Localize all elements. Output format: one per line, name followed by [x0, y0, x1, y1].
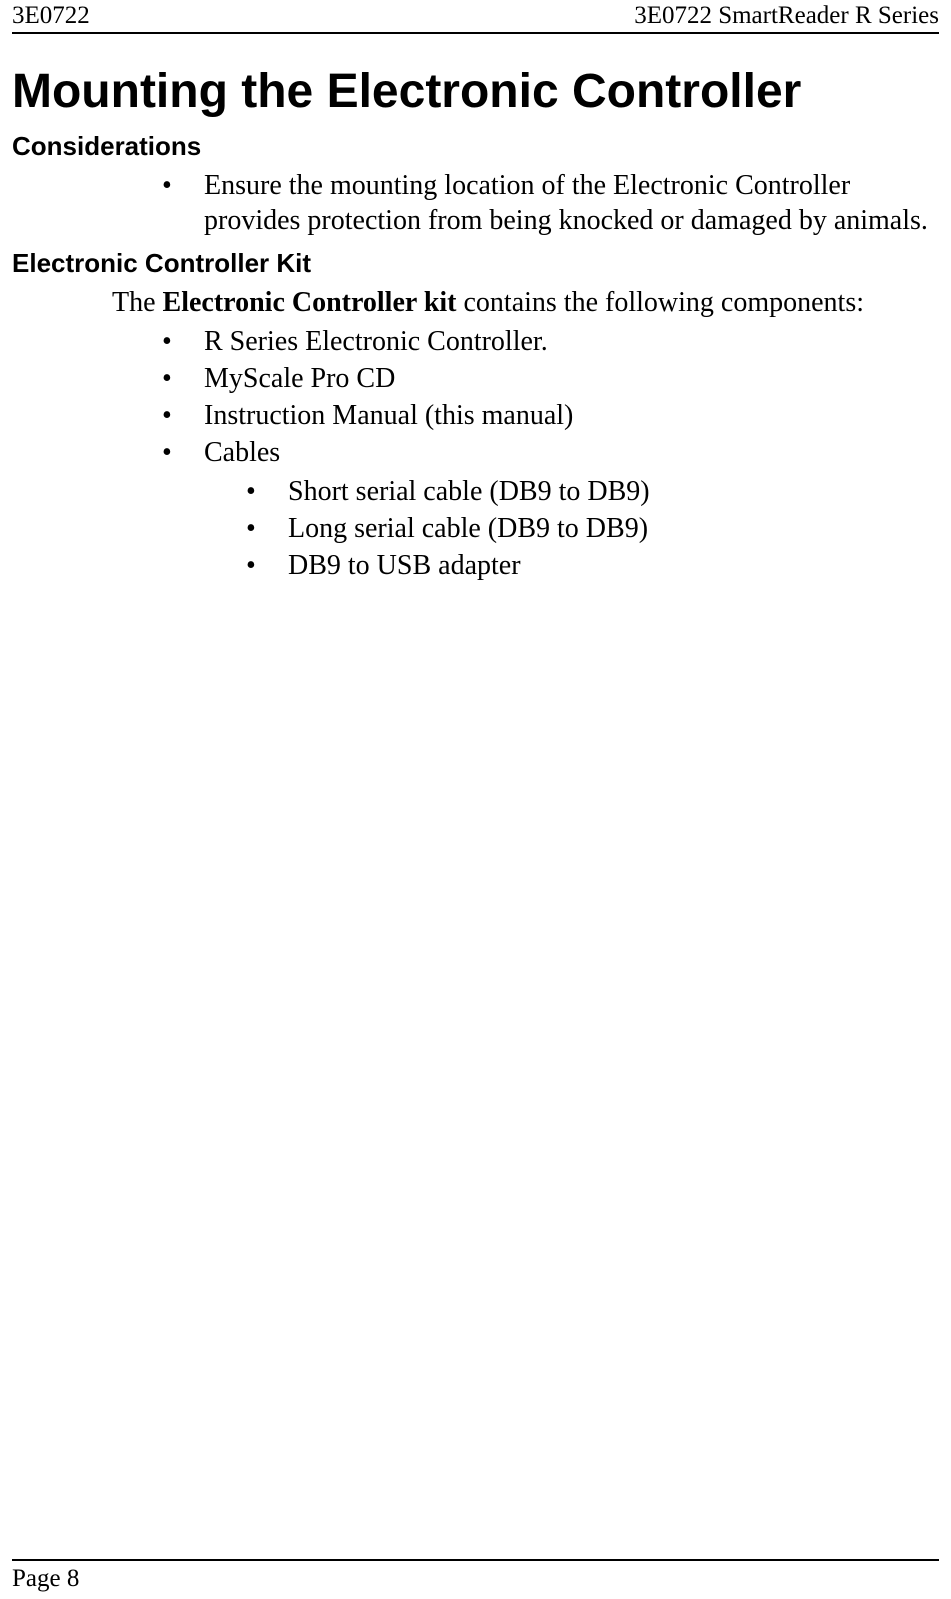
- list-item: DB9 to USB adapter: [246, 548, 939, 583]
- kit-list: R Series Electronic Controller. MyScale …: [112, 324, 939, 583]
- page-number: Page 8: [12, 1565, 79, 1592]
- considerations-body: Ensure the mounting location of the Elec…: [12, 168, 939, 238]
- list-item: Long serial cable (DB9 to DB9): [246, 511, 939, 546]
- considerations-heading: Considerations: [12, 131, 939, 162]
- page-content: Mounting the Electronic Controller Consi…: [12, 34, 939, 1559]
- kit-body: The Electronic Controller kit contains t…: [12, 285, 939, 583]
- kit-intro-prefix: The: [112, 287, 163, 318]
- kit-intro-bold: Electronic Controller kit: [163, 287, 457, 318]
- considerations-list: Ensure the mounting location of the Elec…: [112, 168, 939, 238]
- list-item: Ensure the mounting location of the Elec…: [162, 168, 939, 238]
- kit-heading: Electronic Controller Kit: [12, 248, 939, 279]
- page-footer: Page 8: [12, 1559, 939, 1599]
- page: 3E0722 3E0722 SmartReader R Series Mount…: [0, 0, 951, 1599]
- header-left: 3E0722: [12, 2, 90, 30]
- cables-sublist: Short serial cable (DB9 to DB9) Long ser…: [204, 474, 939, 583]
- page-title: Mounting the Electronic Controller: [12, 64, 939, 119]
- kit-intro-suffix: contains the following components:: [457, 287, 865, 318]
- header-right: 3E0722 SmartReader R Series: [634, 2, 939, 30]
- list-item: Cables Short serial cable (DB9 to DB9) L…: [162, 435, 939, 583]
- list-item: R Series Electronic Controller.: [162, 324, 939, 359]
- list-item-label: Cables: [204, 437, 280, 468]
- list-item: Instruction Manual (this manual): [162, 398, 939, 433]
- page-header: 3E0722 3E0722 SmartReader R Series: [12, 0, 939, 34]
- kit-intro: The Electronic Controller kit contains t…: [112, 285, 939, 320]
- list-item: MyScale Pro CD: [162, 361, 939, 396]
- list-item: Short serial cable (DB9 to DB9): [246, 474, 939, 509]
